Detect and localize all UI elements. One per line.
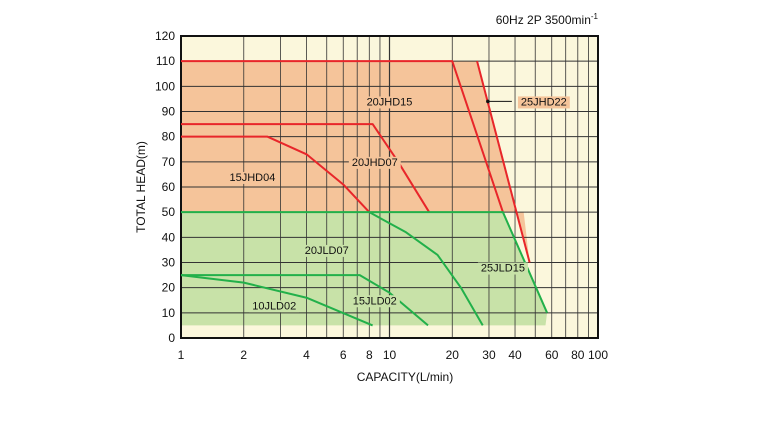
x-tick-label: 6 <box>340 348 347 362</box>
y-tick-label: 70 <box>162 155 176 169</box>
series-label-bg <box>349 295 400 308</box>
series-label-15JLD02: 15JLD02 <box>353 295 397 307</box>
x-tick-label: 10 <box>383 348 397 362</box>
region-1 <box>181 212 548 326</box>
y-tick-label: 60 <box>162 180 176 194</box>
series-label-20JHD15: 20JHD15 <box>367 96 413 108</box>
series-label-15JHD04: 15JHD04 <box>229 172 275 184</box>
y-tick-label: 40 <box>162 230 176 244</box>
chart-title: 60Hz 2P 3500min-1 <box>496 12 599 27</box>
series-label-bg <box>226 171 279 184</box>
x-tick-label: 60 <box>545 348 559 362</box>
series-15JHD04 <box>181 135 371 213</box>
x-tick-label: 4 <box>303 348 310 362</box>
y-tick-label: 80 <box>162 130 176 144</box>
series-label-10JLD02: 10JLD02 <box>252 300 296 312</box>
series-25JLD15 <box>181 211 549 314</box>
x-tick-label: 100 <box>588 348 608 362</box>
series-10JLD02 <box>180 274 374 327</box>
y-tick-label: 10 <box>162 306 176 320</box>
y-tick-label: 100 <box>155 79 175 93</box>
series-25JHD22 <box>476 60 531 263</box>
series-15JLD02 <box>181 274 429 327</box>
y-tick-label: 30 <box>162 256 176 270</box>
label-leader-dot <box>486 99 490 104</box>
x-tick-label: 1 <box>178 348 185 362</box>
y-tick-label: 20 <box>162 281 176 295</box>
series-20JLD07 <box>368 211 484 326</box>
y-tick-label: 120 <box>155 29 175 43</box>
series-label-20JHD07: 20JHD07 <box>352 157 398 169</box>
series-label-bg <box>363 96 416 109</box>
x-axis-label: CAPACITY(L/min) <box>357 370 453 384</box>
y-tick-label: 50 <box>162 205 176 219</box>
y-tick-label: 90 <box>162 105 176 119</box>
series-20JHD07 <box>181 123 431 213</box>
x-tick-label: 80 <box>571 348 585 362</box>
y-tick-label: 110 <box>156 54 175 68</box>
x-tick-label: 8 <box>366 348 373 362</box>
series-label-25JHD22: 25JHD22 <box>521 96 567 108</box>
series-20JHD15 <box>181 60 504 213</box>
x-tick-label: 30 <box>482 348 496 362</box>
x-tick-label: 20 <box>446 348 460 362</box>
series-label-25JLD15: 25JLD15 <box>481 263 525 275</box>
chart-title-superscript: -1 <box>591 12 599 21</box>
x-tick-label: 40 <box>508 348 522 362</box>
y-axis-label: TOTAL HEAD(m) <box>134 141 148 233</box>
series-label-bg <box>517 96 570 109</box>
series-label-20JLD07: 20JLD07 <box>305 245 349 257</box>
x-tick-label: 2 <box>240 348 247 362</box>
series-label-bg <box>477 262 528 275</box>
series-label-bg <box>348 156 401 169</box>
series-label-bg <box>249 300 300 313</box>
plot-frame <box>180 35 599 339</box>
series-label-bg <box>301 244 352 257</box>
y-tick-label: 0 <box>168 331 175 345</box>
